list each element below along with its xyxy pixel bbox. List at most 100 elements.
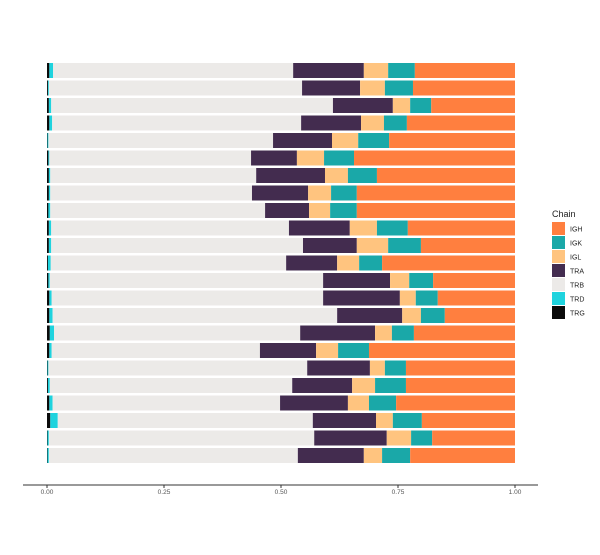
bar-segment-tra-row-14 [323, 290, 400, 306]
bar-segment-igh-row-15 [444, 308, 515, 323]
legend-label-trb: TRB [570, 283, 584, 290]
legend-swatch-trg [552, 306, 565, 319]
bar-segment-tra-row-21 [312, 413, 377, 428]
bar-segment-igk-row-5 [358, 133, 390, 148]
bar-segment-trd-row-14 [49, 290, 52, 306]
bar-segment-trb-row-14 [51, 290, 324, 306]
bar-segment-trb-row-2 [48, 80, 303, 96]
bar-segment-igh-row-2 [412, 80, 515, 96]
bar-segment-trb-row-22 [48, 430, 315, 446]
bar-segment-igk-row-17 [338, 343, 369, 358]
bar-segment-trb-row-7 [50, 168, 257, 183]
bar-segment-igk-row-11 [388, 238, 421, 253]
bar-segment-igh-row-11 [420, 238, 515, 253]
bar-segment-igk-row-13 [409, 273, 434, 288]
legend-label-igl: IGL [570, 255, 581, 262]
bar-segment-trg-row-13 [47, 273, 49, 288]
bar-segment-igh-row-23 [410, 448, 515, 463]
bar-segment-igl-row-16 [375, 325, 392, 341]
bar-segment-trd-row-10 [48, 220, 52, 236]
bar-segment-trd-row-11 [48, 238, 52, 253]
bar-segment-igh-row-18 [405, 360, 515, 376]
bar-segment-trd-row-3 [48, 98, 52, 113]
x-tick-label: 0.50 [275, 489, 288, 496]
bar-segment-igh-row-21 [421, 413, 515, 428]
bar-segment-igl-row-20 [347, 395, 369, 411]
bar-segment-tra-row-8 [251, 185, 309, 201]
bar-segment-igk-row-22 [411, 430, 433, 446]
bar-segment-trg-row-7 [47, 168, 49, 183]
bar-segment-trd-row-18 [47, 360, 49, 376]
bar-segment-igk-row-18 [384, 360, 406, 376]
bar-segment-trg-row-2 [47, 80, 48, 96]
bar-segment-igk-row-12 [359, 255, 383, 271]
bar-segment-igl-row-11 [356, 238, 389, 253]
bar-segment-igh-row-7 [376, 168, 515, 183]
bar-segment-trb-row-10 [51, 220, 289, 236]
bar-segment-trg-row-16 [47, 325, 50, 341]
legend-label-igh: IGH [570, 227, 582, 234]
bar-segment-trg-row-18 [47, 360, 48, 376]
bar-segment-tra-row-11 [302, 238, 357, 253]
bar-segment-igk-row-6 [324, 150, 355, 166]
bar-segment-trg-row-3 [47, 98, 49, 113]
bar-segment-trg-row-21 [47, 413, 51, 428]
bar-segment-igk-row-8 [331, 185, 357, 201]
legend-label-tra: TRA [570, 269, 584, 276]
bar-segment-trd-row-2 [47, 80, 49, 96]
bar-segment-trb-row-4 [52, 115, 302, 131]
bar-segment-tra-row-5 [273, 133, 333, 148]
x-tick-label: 0.00 [41, 489, 54, 496]
bar-segment-igh-row-14 [437, 290, 515, 306]
bar-segment-tra-row-19 [292, 378, 353, 393]
bar-segment-trg-row-4 [47, 115, 50, 131]
bar-segment-igh-row-4 [406, 115, 515, 131]
bar-segment-igl-row-7 [324, 168, 348, 183]
bar-segment-tra-row-4 [301, 115, 362, 131]
bar-segment-trb-row-16 [54, 325, 301, 341]
bar-segment-trd-row-23 [47, 448, 49, 463]
legend-label-trd: TRD [570, 297, 584, 304]
bar-segment-trg-row-10 [47, 220, 49, 236]
bar-segment-trb-row-6 [49, 150, 252, 166]
bar-segment-igh-row-20 [396, 395, 515, 411]
bar-segment-igk-row-3 [410, 98, 432, 113]
bar-segment-igk-row-9 [330, 203, 357, 218]
bar-segment-igk-row-16 [391, 325, 414, 341]
bar-segment-igh-row-17 [368, 343, 515, 358]
bar-segment-igh-row-13 [433, 273, 515, 288]
legend-swatch-trb [552, 278, 565, 291]
bar-segment-trg-row-20 [47, 395, 50, 411]
legend-swatch-igh [552, 222, 565, 235]
bar-segment-igk-row-14 [415, 290, 438, 306]
bar-segment-igl-row-12 [337, 255, 360, 271]
bar-segment-trg-row-15 [47, 308, 50, 323]
bar-segment-trg-row-6 [47, 150, 49, 166]
bar-segment-igh-row-10 [407, 220, 515, 236]
bar-segment-igh-row-9 [356, 203, 515, 218]
bar-segment-igl-row-2 [360, 80, 385, 96]
bar-segment-tra-row-17 [259, 343, 317, 358]
bar-segment-trd-row-21 [50, 413, 58, 428]
x-tick-label: 0.25 [158, 489, 171, 496]
bar-segment-igh-row-16 [413, 325, 515, 341]
bar-segment-igk-row-10 [376, 220, 408, 236]
bar-segment-igh-row-1 [414, 63, 515, 78]
bar-segment-trg-row-5 [47, 133, 48, 148]
bar-segment-igl-row-10 [349, 220, 377, 236]
bar-segment-tra-row-10 [288, 220, 350, 236]
bar-segment-tra-row-1 [293, 63, 364, 78]
bar-segment-tra-row-22 [314, 430, 387, 446]
bar-segment-trb-row-1 [53, 63, 294, 78]
bar-segment-trb-row-18 [48, 360, 308, 376]
bar-segment-igl-row-4 [361, 115, 384, 131]
bar-segment-igh-row-3 [431, 98, 515, 113]
bar-segment-igl-row-23 [363, 448, 383, 463]
bar-segment-igh-row-8 [356, 185, 515, 201]
bar-segment-trg-row-22 [47, 430, 48, 446]
bar-segment-trb-row-17 [51, 343, 260, 358]
bar-segment-igl-row-1 [363, 63, 389, 78]
bar-segment-trb-row-8 [50, 185, 252, 201]
legend: Chain IGH IGK IGL TRA TRB TRD TRG [552, 209, 585, 319]
bar-segment-igk-row-15 [420, 308, 445, 323]
